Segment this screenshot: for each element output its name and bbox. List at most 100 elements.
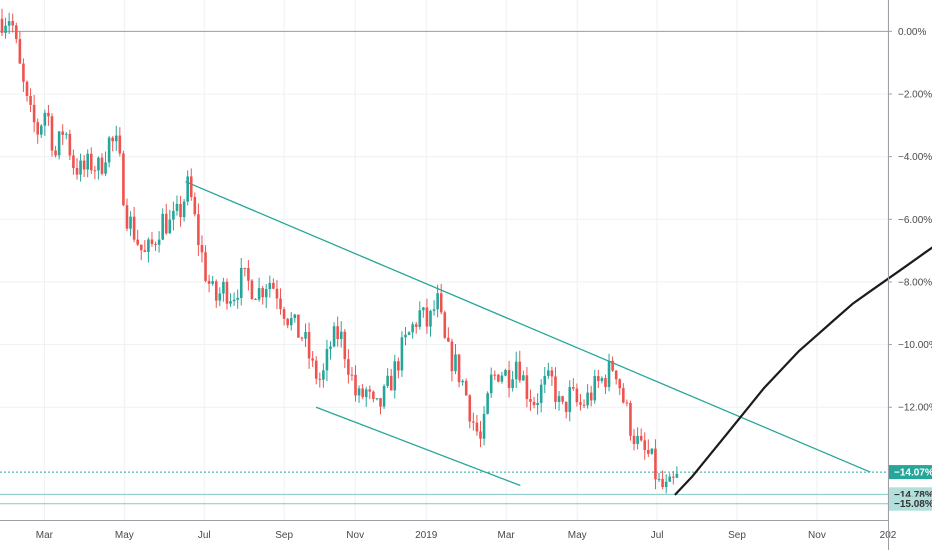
- candle-body: [429, 310, 432, 327]
- candle-body: [529, 399, 532, 402]
- candle-body: [568, 387, 572, 413]
- candle-body: [22, 63, 25, 82]
- candle-body: [211, 281, 214, 284]
- candle-body: [468, 395, 472, 422]
- candle-body: [579, 402, 582, 405]
- candlesticks: [0, 8, 679, 494]
- candle-body: [625, 402, 629, 404]
- candle-body: [168, 219, 172, 234]
- price-badge-label: −15.08%: [894, 499, 932, 510]
- forecast-curve[interactable]: [674, 175, 932, 496]
- candle-body: [482, 413, 486, 439]
- candle-body: [654, 448, 657, 480]
- candle-body: [454, 354, 457, 372]
- candle-body: [68, 133, 72, 156]
- candle-body: [147, 239, 150, 252]
- candle-body: [607, 360, 611, 388]
- candle-body: [375, 398, 379, 400]
- forecast-line[interactable]: [674, 175, 932, 496]
- trendlines[interactable]: [185, 181, 871, 487]
- x-tick-label: Mar: [36, 530, 54, 541]
- candle-body: [343, 331, 347, 360]
- candle-body: [425, 307, 429, 327]
- x-tick-label: Sep: [275, 530, 293, 541]
- candle-body: [122, 153, 125, 206]
- candle-body: [318, 378, 322, 380]
- candle-body: [272, 282, 275, 289]
- candle-body: [243, 267, 247, 269]
- candle-body: [232, 299, 236, 302]
- candle-body: [39, 125, 43, 135]
- x-tick-label: May: [568, 530, 587, 541]
- candle-body: [218, 293, 222, 301]
- candle-body: [54, 150, 57, 156]
- candle-body: [379, 398, 382, 407]
- candle-body: [129, 216, 132, 229]
- candle-body: [636, 435, 639, 445]
- candle-body: [511, 379, 514, 389]
- candle-body: [457, 354, 461, 383]
- trendline-lower-channel[interactable]: [315, 406, 521, 487]
- candle-body: [400, 337, 404, 371]
- candle-body: [257, 288, 261, 300]
- candle-body: [282, 309, 286, 319]
- candle-body: [132, 216, 136, 240]
- candle-body: [582, 404, 586, 406]
- candle-body: [614, 370, 618, 380]
- candle-body: [75, 168, 79, 175]
- trendline-upper-channel[interactable]: [185, 181, 871, 473]
- x-tick-label: Jul: [198, 530, 211, 541]
- candle-body: [204, 252, 207, 281]
- candle-body: [422, 307, 425, 311]
- candle-body: [189, 176, 193, 198]
- candle-body: [261, 288, 264, 298]
- candle-body: [525, 375, 529, 400]
- candle-body: [214, 281, 218, 301]
- y-tick-label: −8.00%: [898, 277, 932, 288]
- price-badge-label: −14.78%: [894, 490, 932, 501]
- candle-body: [618, 379, 622, 389]
- candle-body: [304, 331, 307, 339]
- candle-body: [604, 378, 607, 388]
- candle-body: [293, 314, 297, 319]
- candle-body: [36, 122, 40, 135]
- candle-body: [357, 388, 361, 396]
- y-tick-label: −2.00%: [898, 89, 932, 100]
- candle-body: [532, 401, 536, 406]
- candle-body: [143, 250, 147, 252]
- x-tick-label: Mar: [498, 530, 516, 541]
- candle-body: [286, 318, 289, 326]
- candle-body: [464, 380, 468, 396]
- candle-body: [300, 337, 304, 339]
- candle-body: [186, 176, 189, 202]
- candle-body: [161, 213, 164, 240]
- candle-body: [154, 243, 157, 245]
- candle-body: [514, 361, 518, 380]
- candle-body: [675, 473, 679, 478]
- candle-body: [547, 370, 550, 376]
- candle-body: [414, 324, 418, 327]
- candle-body: [593, 376, 597, 401]
- candle-body: [225, 281, 229, 304]
- candle-body: [64, 133, 68, 135]
- candle-body: [250, 280, 254, 300]
- candle-body: [404, 334, 407, 338]
- candle-body: [100, 157, 104, 174]
- candle-body: [25, 81, 29, 96]
- candle-body: [354, 374, 357, 396]
- candle-body: [111, 137, 114, 142]
- candle-body: [461, 380, 464, 383]
- y-tick-label: −10.00%: [898, 340, 932, 351]
- candle-body: [4, 25, 7, 33]
- candle-body: [200, 244, 204, 253]
- candle-body: [472, 421, 475, 423]
- candle-body: [418, 310, 422, 327]
- candle-body: [82, 160, 86, 170]
- candle-body: [207, 280, 211, 284]
- candle-body: [364, 389, 368, 398]
- candle-body: [647, 449, 650, 454]
- candle-body: [657, 478, 661, 480]
